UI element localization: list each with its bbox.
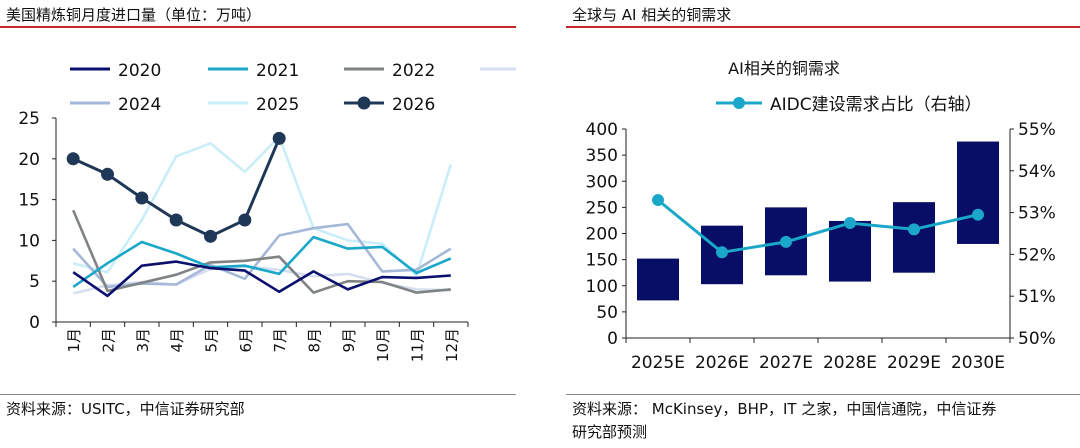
- aidc-point-2029E: [908, 223, 920, 236]
- y-tick-label: 350: [586, 146, 618, 166]
- x-tick-label: 10月: [374, 328, 392, 362]
- legend-label-2020: 2020: [118, 61, 161, 81]
- y-tick-label: 300: [586, 172, 618, 192]
- aidc-point-2027E: [780, 235, 792, 248]
- right-source-line1: 资料来源： McKinsey，BHP，IT 之家，中国信通院，中信证券: [572, 400, 997, 418]
- x-tick-label: 3月: [134, 328, 152, 353]
- right-source-rule: [566, 394, 1080, 395]
- bar-2028E: [829, 220, 871, 282]
- bar-2029E: [893, 202, 935, 273]
- x-tick-label: 12月: [443, 328, 461, 362]
- x-tick-label: 7月: [271, 328, 289, 353]
- data-point-2026: [101, 167, 114, 181]
- legend-marker-aidc: [733, 97, 745, 109]
- y-tick-label: 0: [607, 329, 618, 349]
- data-point-2026: [66, 152, 80, 166]
- x-tick-label: 2月: [100, 328, 118, 353]
- y2-tick-label: 52%: [1018, 245, 1056, 265]
- series-line-2021: [72, 235, 452, 288]
- x-tick-label: 4月: [168, 328, 186, 353]
- y-tick-label: 0: [29, 313, 40, 333]
- x-tick-label: 9月: [340, 328, 358, 353]
- x-tick-label: 2026E: [695, 353, 749, 373]
- x-tick-label: 5月: [203, 328, 221, 353]
- right-title-rule: [566, 26, 1080, 28]
- x-tick-label: 8月: [306, 328, 324, 353]
- legend-label-2024: 2024: [118, 95, 161, 115]
- left-source-rule: [0, 394, 516, 395]
- legend-label-2022: 2022: [392, 61, 435, 81]
- data-point-2026: [135, 191, 149, 205]
- y-tick-label: 100: [586, 277, 618, 297]
- legend-label-2025: 2025: [256, 95, 299, 115]
- aidc-point-2026E: [716, 246, 728, 259]
- chart-title: AI相关的铜需求: [728, 59, 840, 78]
- y-tick-label: 400: [586, 120, 618, 140]
- y2-tick-label: 50%: [1018, 329, 1056, 349]
- data-point-2026: [238, 213, 252, 227]
- legend-label-2021: 2021: [256, 61, 299, 81]
- x-tick-label: 2027E: [759, 353, 813, 373]
- y-tick-label: 50: [596, 303, 618, 323]
- series-line-2020: [72, 260, 451, 298]
- legend-label-2026: 2026: [392, 95, 435, 115]
- aidc-point-2025E: [652, 194, 664, 207]
- aidc-share-line: [657, 198, 979, 254]
- data-point-2026: [204, 229, 217, 243]
- y-tick-label: 20: [18, 150, 40, 170]
- left-title-rule: [0, 26, 516, 28]
- data-point-2026: [169, 213, 183, 227]
- y2-tick-label: 55%: [1018, 120, 1056, 140]
- series-line-2022: [72, 209, 451, 294]
- y-tick-label: 250: [586, 198, 618, 218]
- aidc-point-2030E: [972, 208, 984, 221]
- x-tick-label: 11月: [409, 328, 427, 362]
- x-tick-label: 2029E: [887, 353, 941, 373]
- right-combo-chart: AI相关的铜需求 AIDC建设需求占比（右轴） 0 50 100 150 200 250 300…: [586, 59, 1056, 373]
- x-tick-label: 2030E: [951, 353, 1005, 373]
- bar-2025E: [637, 258, 679, 301]
- x-tick-label: 2025E: [631, 353, 685, 373]
- y2-tick-label: 54%: [1018, 162, 1056, 182]
- bar-2030E: [957, 141, 999, 244]
- aidc-point-2028E: [844, 217, 856, 230]
- y-tick-label: 15: [18, 191, 40, 211]
- left-panel-title: 美国精炼铜月度进口量（单位：万吨）: [6, 6, 262, 24]
- left-source: 资料来源：USITC，中信证券研究部: [6, 400, 245, 418]
- series-line-2025: [72, 135, 453, 277]
- y2-tick-label: 53%: [1018, 204, 1056, 224]
- data-point-2026: [272, 131, 286, 145]
- x-tick-label: 2028E: [823, 353, 877, 373]
- y-tick-label: 25: [18, 109, 40, 129]
- y2-tick-label: 51%: [1018, 287, 1056, 307]
- y-tick-label: 10: [18, 231, 40, 251]
- right-panel-title: 全球与 AI 相关的铜需求: [572, 6, 732, 24]
- x-tick-label: 6月: [237, 328, 255, 353]
- y-tick-label: 200: [586, 225, 618, 245]
- x-tick-label: 1月: [65, 328, 83, 353]
- y-tick-label: 5: [29, 272, 40, 292]
- legend-label-aidc: AIDC建设需求占比（右轴）: [770, 95, 982, 115]
- right-source-line2: 研究部预测: [572, 423, 648, 441]
- legend-marker-2026: [357, 96, 371, 110]
- y-tick-label: 150: [586, 251, 618, 271]
